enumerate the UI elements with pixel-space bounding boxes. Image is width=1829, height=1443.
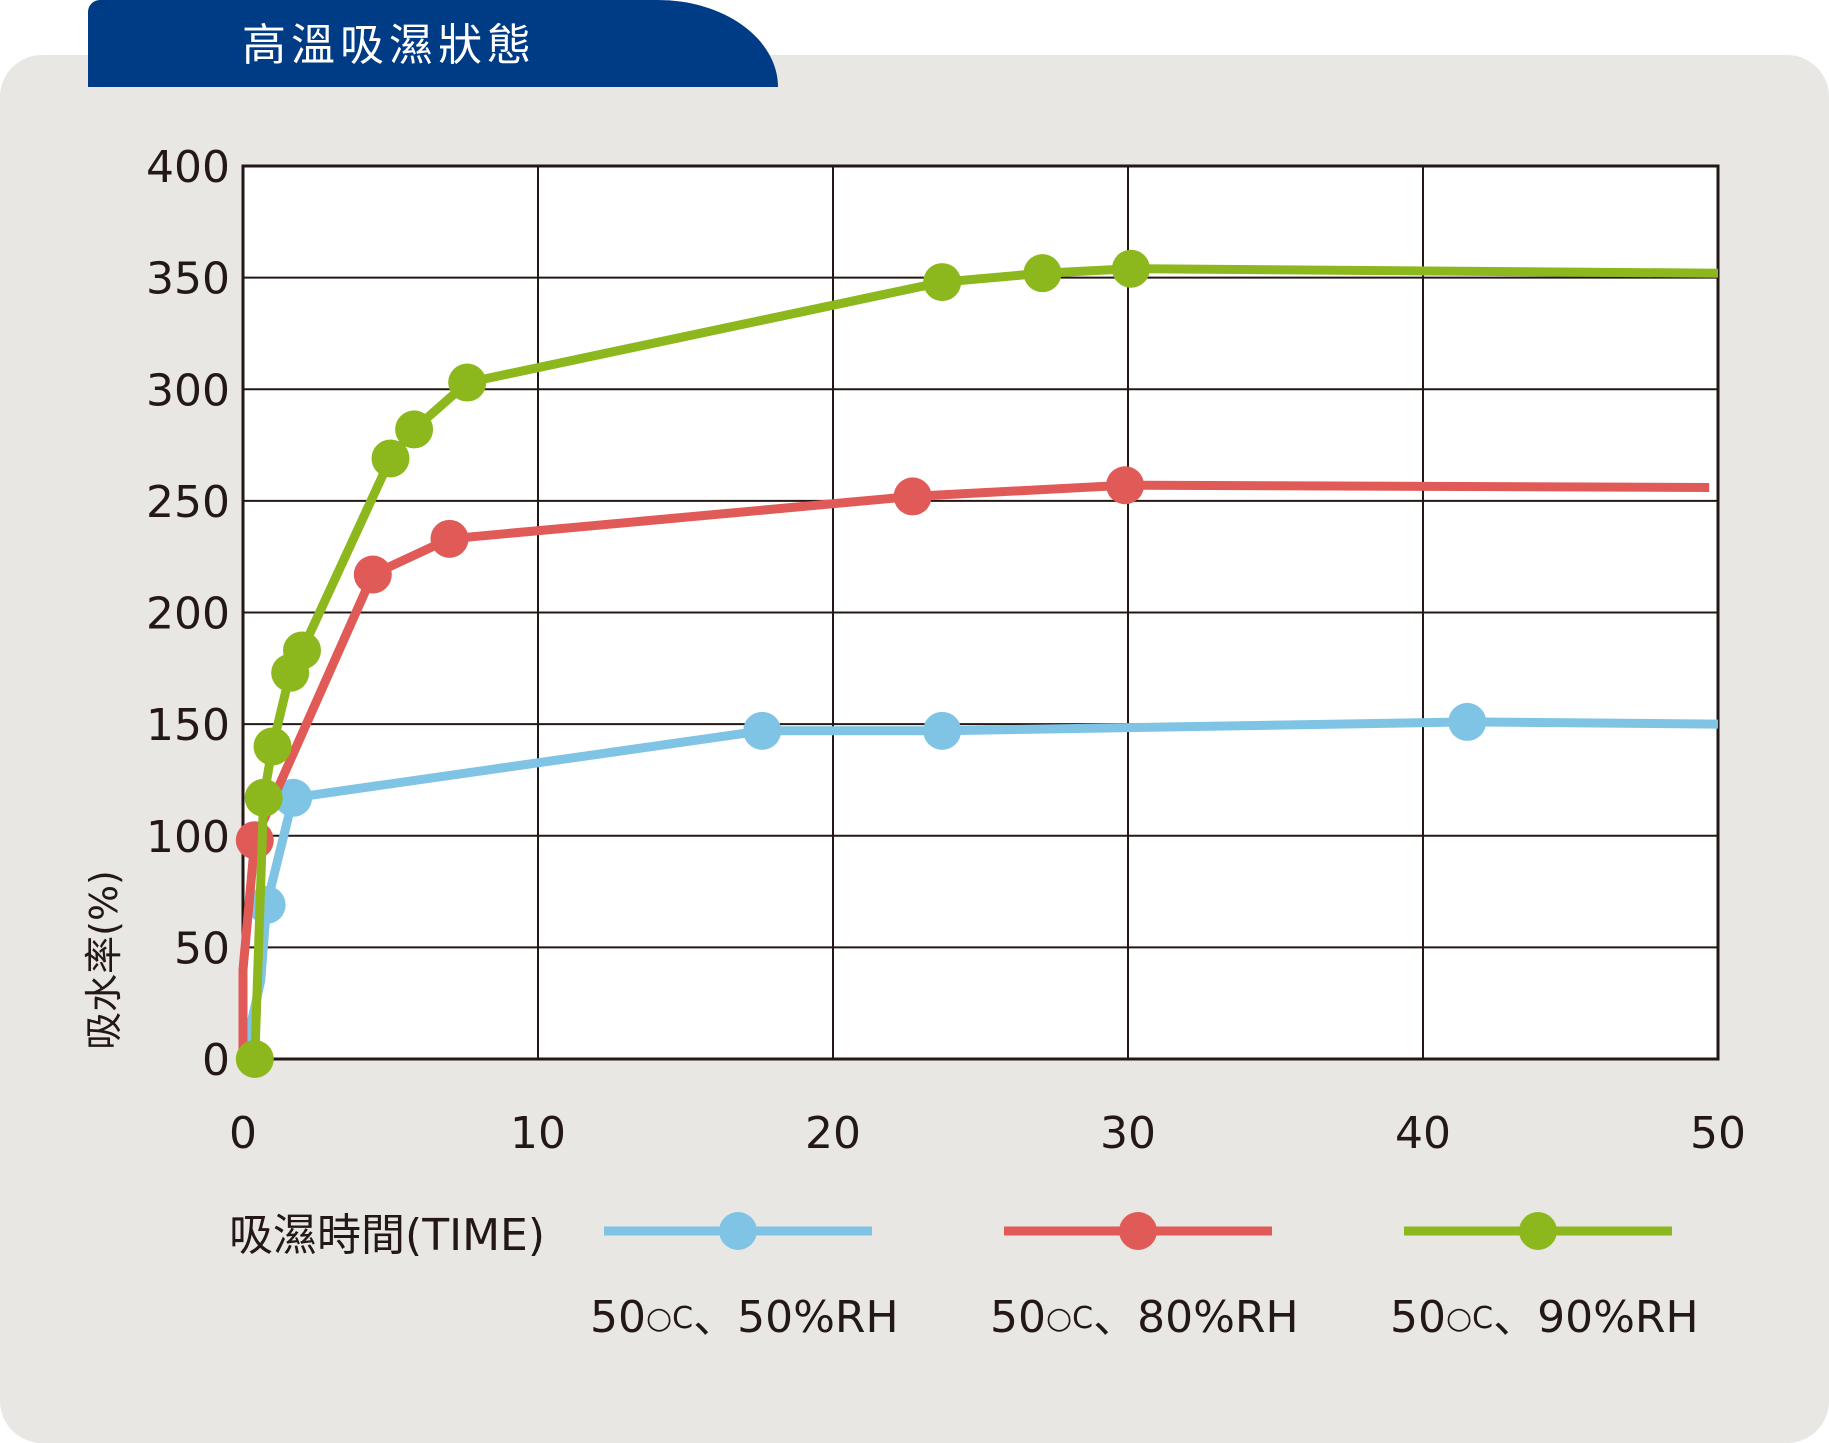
x-tick-label: 40	[1395, 1108, 1451, 1159]
x-tick-label: 10	[510, 1108, 566, 1159]
data-point	[1111, 249, 1150, 288]
data-point	[893, 477, 932, 516]
data-point	[1023, 254, 1062, 293]
legend-entry-2: 50○C、80%RH	[990, 1212, 1299, 1343]
legend-label: 50○C、50%RH	[590, 1292, 899, 1343]
title-tab	[88, 0, 778, 87]
series-3	[235, 249, 1719, 1078]
data-point	[235, 821, 274, 860]
legend-marker	[719, 1212, 757, 1250]
series-2	[235, 466, 1710, 1059]
legend: 50○C、50%RH 50○C、80%RH 50○C、90%RH	[590, 1212, 1699, 1343]
y-tick-label: 200	[146, 589, 230, 640]
data-point	[353, 555, 392, 594]
data-point	[448, 363, 487, 402]
x-tick-label: 30	[1100, 1108, 1156, 1159]
y-tick-label: 50	[174, 923, 230, 974]
x-tick-label: 20	[805, 1108, 861, 1159]
y-tick-label: 0	[202, 1035, 230, 1086]
y-tick-label: 350	[146, 254, 230, 305]
y-axis-label: 吸水率(%)	[82, 870, 126, 1050]
data-point	[1448, 702, 1487, 741]
data-point	[235, 1040, 274, 1078]
data-point	[923, 711, 962, 750]
data-point	[371, 439, 410, 478]
y-tick-label: 100	[146, 812, 230, 863]
data-point	[1106, 466, 1145, 505]
tick-labels: 0 50 100 150 200 250 300 350 400 0 10 20 30 40 50	[146, 142, 1746, 1159]
legend-label: 50○C、80%RH	[990, 1292, 1299, 1343]
x-tick-label: 0	[229, 1108, 257, 1159]
data-point	[430, 519, 469, 558]
data-point	[253, 727, 292, 766]
y-tick-label: 400	[146, 142, 230, 193]
data-point	[395, 410, 434, 449]
x-axis-label: 吸濕時間(TIME)	[229, 1210, 545, 1261]
y-tick-label: 250	[146, 477, 230, 528]
legend-entry-1: 50○C、50%RH	[590, 1212, 899, 1343]
data-point	[923, 263, 962, 302]
series-line	[238, 480, 1710, 1059]
data-point	[274, 778, 313, 817]
data-point	[743, 711, 782, 750]
legend-entry-3: 50○C、90%RH	[1390, 1212, 1699, 1343]
data-point	[283, 631, 321, 670]
y-tick-label: 300	[146, 365, 230, 416]
x-tick-label: 50	[1690, 1108, 1746, 1159]
series-group	[235, 249, 1719, 1078]
legend-marker	[1119, 1212, 1157, 1250]
data-point	[244, 778, 283, 817]
chart-title: 高溫吸濕狀態	[242, 20, 536, 71]
legend-marker	[1519, 1212, 1557, 1250]
y-tick-label: 150	[146, 700, 230, 751]
grid	[241, 164, 1720, 1061]
legend-label: 50○C、90%RH	[1390, 1292, 1699, 1343]
